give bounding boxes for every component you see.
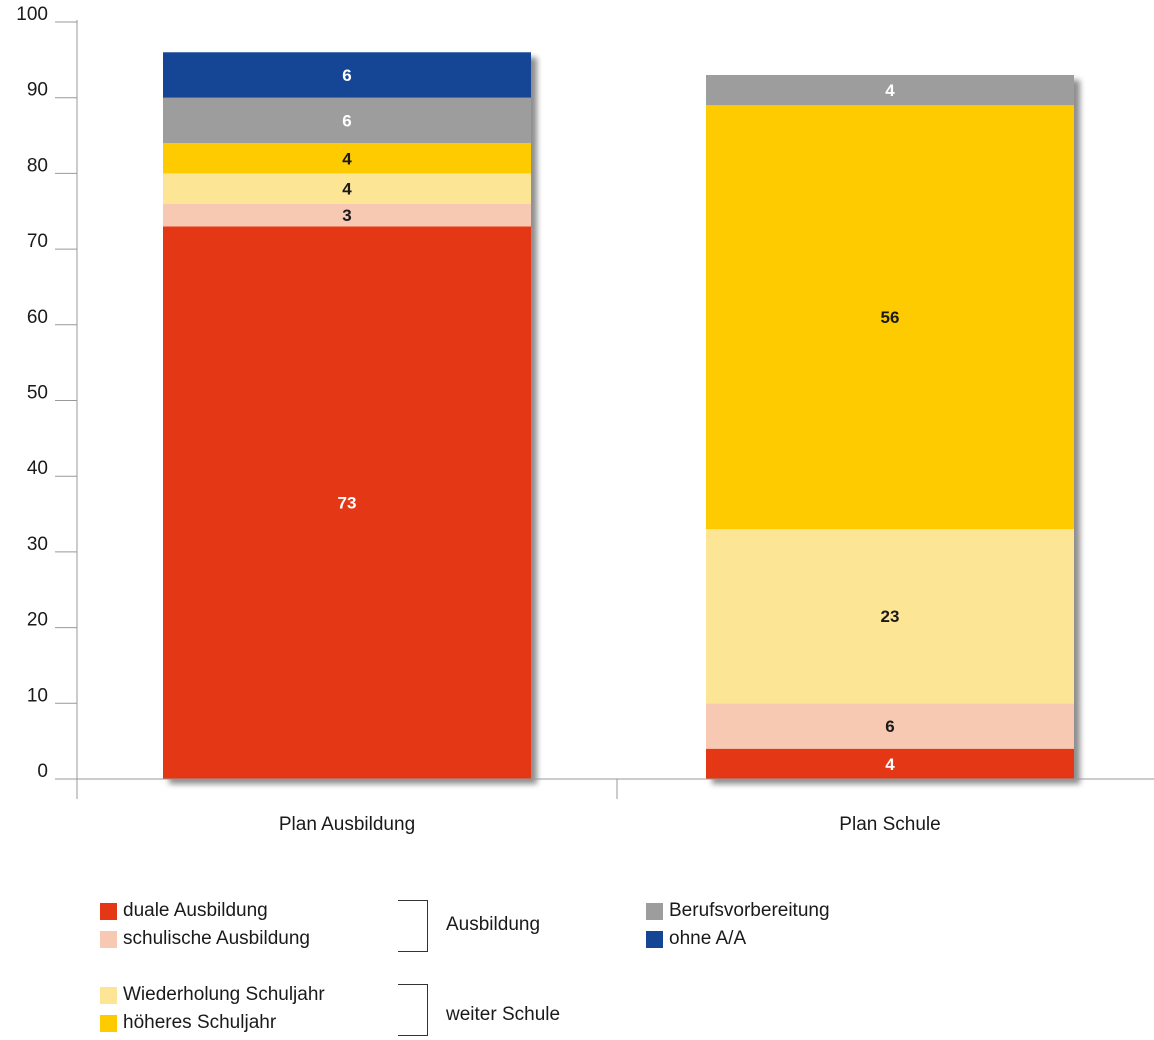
x-category-label: Plan Ausbildung <box>279 814 415 835</box>
y-tick-label: 50 <box>27 383 48 404</box>
y-tick-label: 100 <box>16 4 48 25</box>
y-tick-label: 20 <box>27 610 48 631</box>
bar-value-label: 4 <box>342 149 352 168</box>
x-axis: Plan Ausbildung Plan Schule <box>77 778 1154 835</box>
y-tick-label: 40 <box>27 458 48 479</box>
bar-value-label: 4 <box>885 755 895 774</box>
legend-bracket <box>398 984 428 1036</box>
legend-item-schulische-ausbildung: schulische Ausbildung <box>100 928 310 950</box>
legend-swatch <box>100 986 117 1004</box>
legend-label: höheres Schuljahr <box>123 1012 277 1033</box>
bar-value-label: 6 <box>342 66 351 85</box>
y-axis: 0 10 20 30 40 50 60 70 80 90 100 <box>16 4 78 799</box>
legend-label: Wiederholung Schuljahr <box>123 984 325 1005</box>
y-tick-label: 70 <box>27 231 48 252</box>
stacked-bar-chart: 0 10 20 30 40 50 60 70 80 90 100 73 3 4 4 6 6 4 6 23 56 4 Pl… <box>16 4 1154 835</box>
legend-item-ohne-a-a: ohne A/A <box>646 928 746 950</box>
legend-swatch <box>646 902 663 920</box>
bar-value-label: 73 <box>338 494 357 513</box>
bar-value-label: 4 <box>885 81 895 100</box>
legend-label: ohne A/A <box>669 928 747 949</box>
legend-label: duale Ausbildung <box>123 900 268 921</box>
x-category-label: Plan Schule <box>839 814 940 835</box>
bar-value-label: 3 <box>342 206 351 225</box>
bar-segment <box>163 203 531 227</box>
bar-segment <box>163 226 531 779</box>
y-tick-label: 0 <box>37 761 48 782</box>
bar-value-label: 56 <box>881 308 900 327</box>
y-tick-label: 10 <box>27 685 48 706</box>
legend-swatch <box>100 902 117 920</box>
bar-value-label: 4 <box>342 180 352 199</box>
legend-group-label: weiter Schule <box>446 1004 561 1025</box>
legend-item-berufsvorbereitung: Berufsvorbereitung <box>646 900 830 922</box>
bar-value-label: 6 <box>342 111 351 130</box>
bar-segment <box>163 97 531 144</box>
legend-group-label: Ausbildung <box>446 914 541 935</box>
legend: duale Ausbildung schulische Ausbildung A… <box>0 880 1154 1040</box>
legend-swatch <box>646 930 663 948</box>
bars: 73 3 4 4 6 6 4 6 23 56 4 <box>163 52 1074 780</box>
legend-swatch <box>100 1014 117 1032</box>
bar-value-label: 6 <box>885 717 894 736</box>
bar-value-label: 23 <box>881 607 900 626</box>
legend-label: schulische Ausbildung <box>123 928 310 949</box>
bar-segment <box>163 143 531 174</box>
bar-segment <box>706 105 1074 530</box>
legend-item-hoeheres-schuljahr: höheres Schuljahr <box>100 1012 276 1034</box>
bar-segment <box>706 703 1074 749</box>
legend-label: Berufsvorbereitung <box>669 900 830 921</box>
y-tick-label: 30 <box>27 534 48 555</box>
bar-segment <box>706 748 1074 779</box>
y-tick-label: 60 <box>27 307 48 328</box>
bar-segment <box>163 173 531 204</box>
legend-bracket <box>398 900 428 952</box>
bar-segment <box>706 529 1074 704</box>
y-tick-label: 90 <box>27 80 48 101</box>
legend-swatch <box>100 930 117 948</box>
bar-segment <box>706 74 1074 106</box>
bar-segment <box>163 52 531 98</box>
y-tick-label: 80 <box>27 155 48 176</box>
legend-item-duale-ausbildung: duale Ausbildung <box>100 900 268 922</box>
legend-item-wiederholung-schuljahr: Wiederholung Schuljahr <box>100 984 325 1006</box>
